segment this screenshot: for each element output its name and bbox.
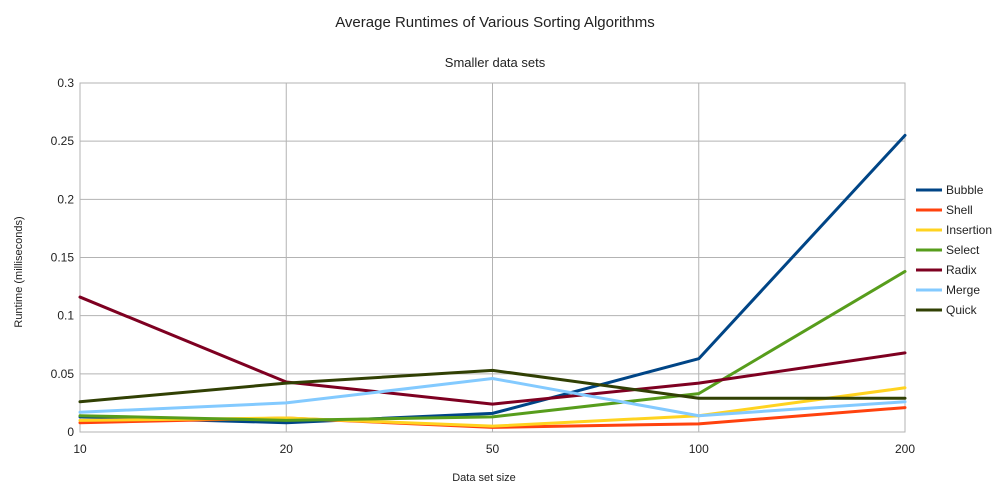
legend-label-radix: Radix [946, 263, 977, 277]
y-tick-label: 0 [67, 425, 74, 439]
x-tick-label: 200 [895, 442, 915, 456]
grid [79, 82, 906, 433]
series-line-merge [78, 376, 907, 418]
y-tick-label: 0.2 [57, 192, 74, 206]
legend-label-quick: Quick [946, 303, 978, 317]
y-tick-label: 0.1 [57, 309, 74, 323]
chart-subtitle: Smaller data sets [445, 55, 546, 70]
axes: 0 0.05 0.1 0.15 0.2 0.25 0.3 10 20 50 100 200 [51, 76, 916, 456]
legend-label-insertion: Insertion [946, 223, 992, 237]
x-axis-title: Data set size [452, 472, 516, 484]
series-line-quick [78, 368, 907, 404]
y-tick-label: 0.05 [51, 367, 75, 381]
legend-label-bubble: Bubble [946, 183, 984, 197]
series-line-radix [78, 295, 907, 406]
x-tick-label: 100 [689, 442, 709, 456]
legend-label-merge: Merge [946, 283, 980, 297]
y-axis-title: Runtime (milliseconds) [13, 216, 25, 327]
chart-title: Average Runtimes of Various Sorting Algo… [335, 14, 655, 31]
x-tick-label: 10 [73, 442, 87, 456]
legend: Bubble Shell Insertion Select Radix Merge Quic… [916, 183, 992, 317]
y-tick-label: 0.3 [57, 76, 74, 90]
y-tick-label: 0.15 [51, 251, 75, 265]
series-lines [78, 133, 907, 429]
y-tick-label: 0.25 [51, 134, 75, 148]
x-tick-label: 50 [486, 442, 500, 456]
series-line-select [78, 269, 907, 422]
legend-label-select: Select [946, 243, 980, 257]
legend-label-shell: Shell [946, 203, 973, 217]
x-tick-label: 20 [280, 442, 294, 456]
